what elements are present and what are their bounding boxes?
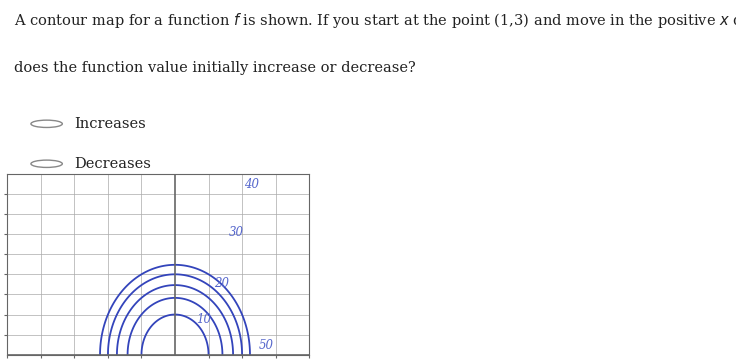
Text: 40: 40 [244, 178, 259, 191]
Text: 30: 30 [229, 226, 244, 239]
Text: Decreases: Decreases [74, 157, 151, 171]
Text: 50: 50 [259, 339, 274, 352]
Text: does the function value initially increase or decrease?: does the function value initially increa… [15, 60, 417, 75]
Text: A contour map for a function $f$ is shown. If you start at the point (1,3) and m: A contour map for a function $f$ is show… [15, 10, 736, 30]
Text: 10: 10 [196, 313, 210, 326]
Text: 20: 20 [213, 277, 229, 290]
Text: Increases: Increases [74, 117, 146, 131]
